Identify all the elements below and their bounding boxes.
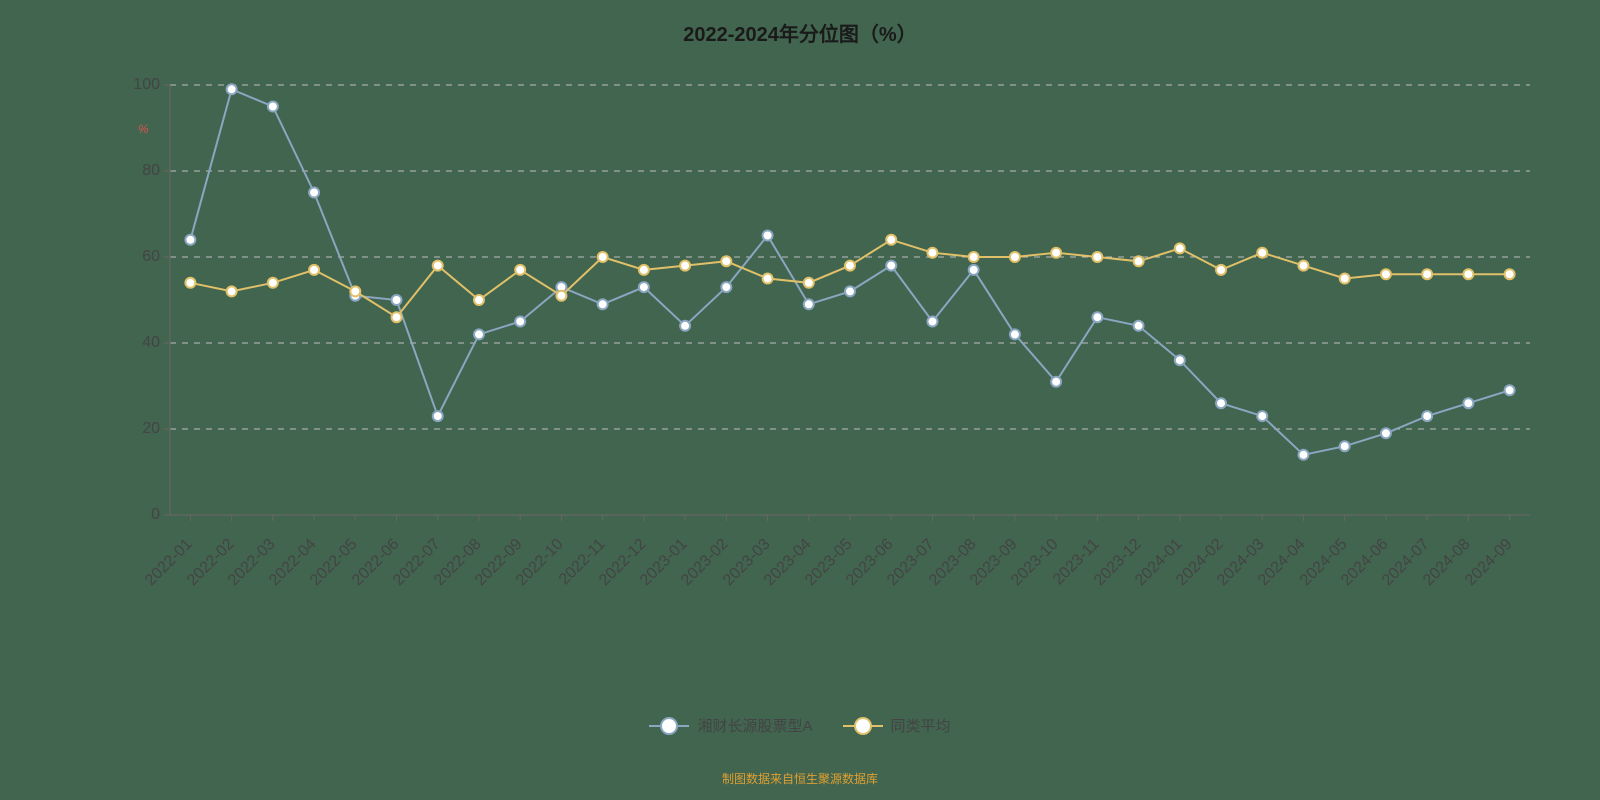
y-tick-label: 100: [120, 76, 160, 94]
legend-line-icon: [843, 725, 883, 727]
y-tick-label: 40: [120, 334, 160, 352]
y-tick-label: 20: [120, 420, 160, 438]
chart-footer: 制图数据来自恒生聚源数据库: [0, 770, 1600, 787]
y-tick-label: 60: [120, 248, 160, 266]
chart-legend: 湘财长源股票型A 同类平均: [0, 715, 1600, 736]
legend-marker-icon: [660, 717, 678, 735]
legend-item: 同类平均: [843, 715, 951, 736]
legend-line-icon: [649, 725, 689, 727]
y-tick-label: 0: [120, 506, 160, 524]
legend-label: 同类平均: [891, 715, 951, 736]
legend-item: 湘财长源股票型A: [649, 715, 812, 736]
legend-marker-icon: [854, 717, 872, 735]
y-tick-label: 80: [120, 162, 160, 180]
chart-plot-area: [0, 0, 1600, 800]
legend-label: 湘财长源股票型A: [697, 715, 812, 736]
